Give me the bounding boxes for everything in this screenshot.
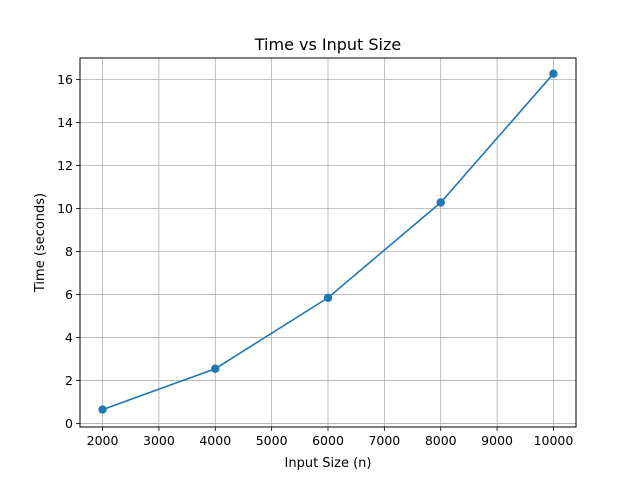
y-tick-label: 12 xyxy=(57,158,73,173)
y-axis-label: Time (seconds) xyxy=(33,193,48,293)
x-axis-label: Input Size (n) xyxy=(285,456,372,471)
x-tick-label: 5000 xyxy=(256,433,288,448)
data-point xyxy=(98,405,107,414)
y-tick-label: 14 xyxy=(57,115,73,130)
x-tick-label: 9000 xyxy=(481,433,513,448)
y-tick-label: 16 xyxy=(57,72,73,87)
data-point xyxy=(436,198,445,207)
y-tick-label: 0 xyxy=(65,416,73,431)
x-tick-label: 4000 xyxy=(199,433,231,448)
x-tick-label: 3000 xyxy=(143,433,175,448)
y-tick-label: 10 xyxy=(57,201,73,216)
x-tick-label: 7000 xyxy=(368,433,400,448)
x-tick-label: 6000 xyxy=(312,433,344,448)
chart-title: Time vs Input Size xyxy=(254,35,402,54)
y-tick-label: 2 xyxy=(65,373,73,388)
y-tick-label: 6 xyxy=(65,287,73,302)
ticks: 2000 3000 4000 5000 6000 7000 8000 9000 10000 0 2 4… xyxy=(57,72,573,448)
x-tick-label: 8000 xyxy=(425,433,457,448)
y-tick-label: 8 xyxy=(65,244,73,259)
x-tick-label: 10000 xyxy=(534,433,574,448)
data-point xyxy=(211,364,220,373)
data-point xyxy=(323,293,333,302)
x-tick-label: 2000 xyxy=(87,433,119,448)
y-tick-label: 4 xyxy=(65,330,73,345)
series-layer xyxy=(98,69,558,414)
data-point xyxy=(549,69,558,78)
